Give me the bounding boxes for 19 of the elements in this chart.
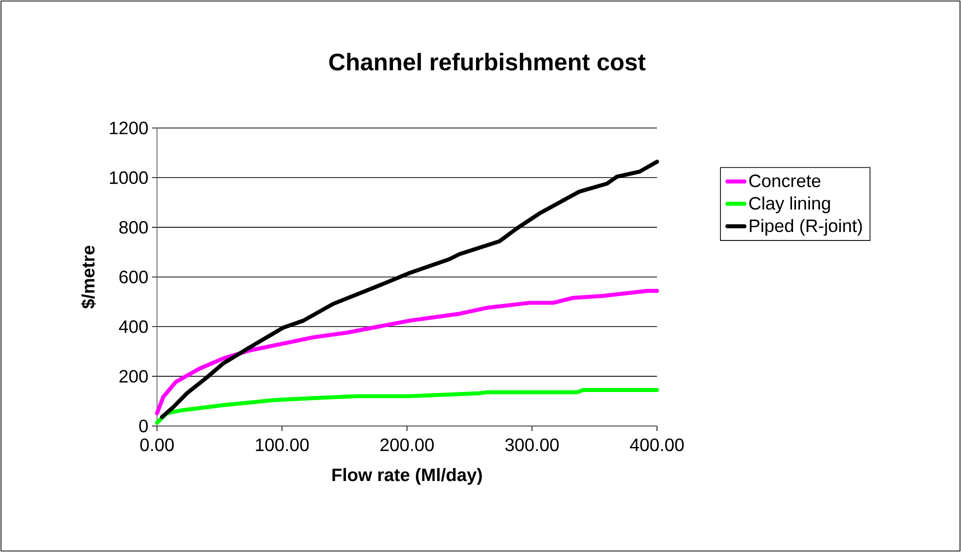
legend-label: Concrete [749, 174, 820, 188]
y-tick-label: 600 [119, 270, 148, 284]
chart-title: Channel refurbishment cost [329, 52, 646, 70]
x-tick-label: 0.00 [140, 438, 174, 452]
line-series [155, 288, 660, 416]
y-tick-label: 800 [119, 220, 148, 234]
legend-label: Clay lining [749, 196, 830, 214]
x-tick-label: 300.00 [505, 438, 559, 452]
y-axis-title: $/metre [81, 246, 96, 309]
y-tick-label: 200 [119, 370, 148, 383]
y-tick-label: 0 [139, 420, 148, 432]
x-axis-title: Flow rate (Ml/day) [332, 468, 482, 485]
y-tick-label: 400 [118, 320, 148, 333]
y-tick-label: 1200 [110, 122, 148, 134]
x-tick-label: 400.00 [630, 438, 684, 452]
x-tick-label: 100.00 [256, 438, 309, 452]
legend-label: Piped (R-joint) [750, 218, 862, 236]
y-tick-label: 1000 [110, 171, 148, 184]
x-tick-label: 200.00 [380, 438, 434, 452]
